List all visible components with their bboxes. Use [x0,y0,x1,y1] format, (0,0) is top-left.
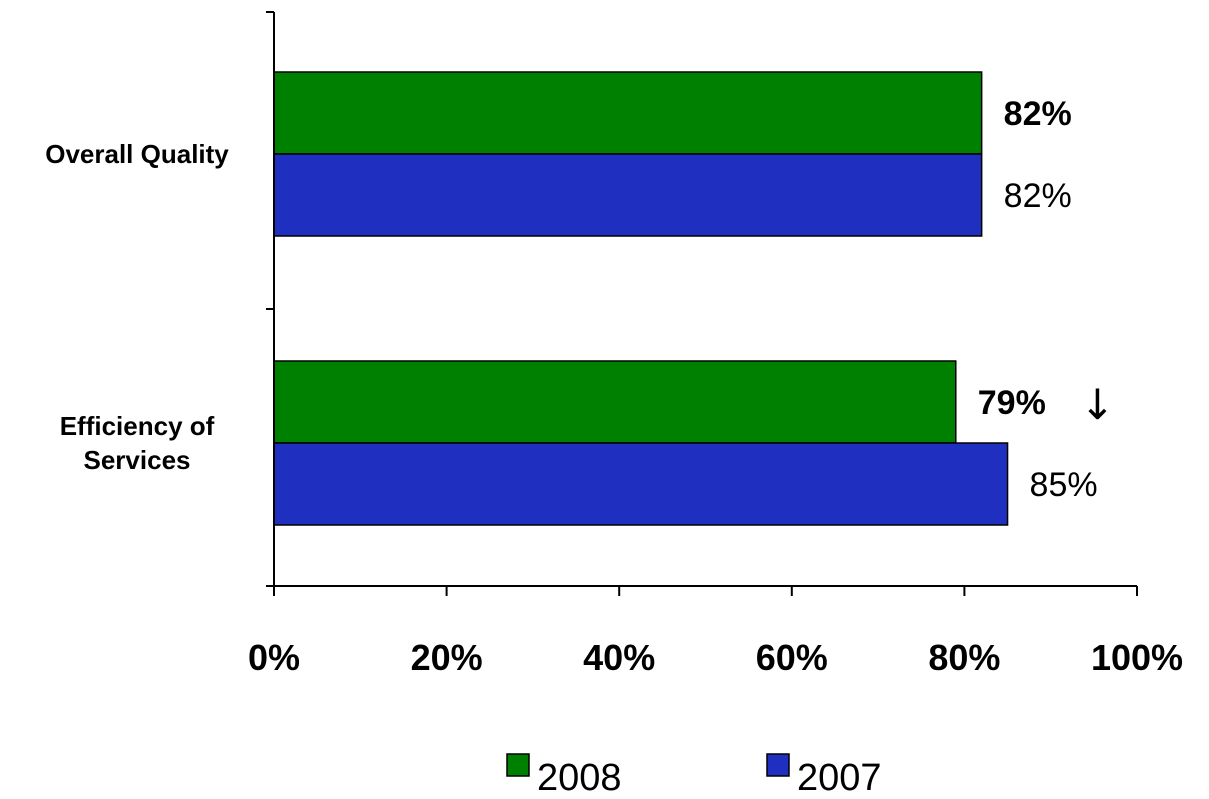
data-label-2007-1: 85% [1030,466,1098,504]
bar-2008-efficiency-of-services [273,360,957,444]
down-arrow-icon: ↓ [1080,380,1115,429]
data-label-2008-0: 82% [1004,95,1072,133]
category-label-1: Efficiency of Services [60,411,215,475]
axes-layer: 0% 20% 40% 60% 80% 100% [248,11,1183,678]
x-tick-label-3: 60% [756,637,828,678]
legend-label-2007: 2007 [797,757,882,799]
x-tick-label-1: 20% [411,637,483,678]
x-tick-label-2: 40% [583,637,655,678]
bars-layer [273,71,1009,526]
bar-2007-efficiency-of-services [273,442,1009,526]
legend: 2008 2007 [506,753,882,799]
category-label-0: Overall Quality [45,139,229,169]
data-label-2007-0: 82% [1004,177,1072,215]
x-tick-label-4: 80% [928,637,1000,678]
x-tick-label-5: 100% [1091,637,1183,678]
bar-2008-overall-quality [273,71,983,155]
x-tick-label-0: 0% [248,637,300,678]
data-label-2008-1: 79% [978,384,1046,422]
legend-swatch-2008 [506,753,530,777]
bar-2007-overall-quality [273,153,983,237]
legend-swatch-2007 [766,753,790,777]
legend-label-2008: 2008 [537,757,622,799]
labels-layer: 82% 82% Overall Quality 79% ↓ 85% Efficiency o… [45,95,1115,504]
